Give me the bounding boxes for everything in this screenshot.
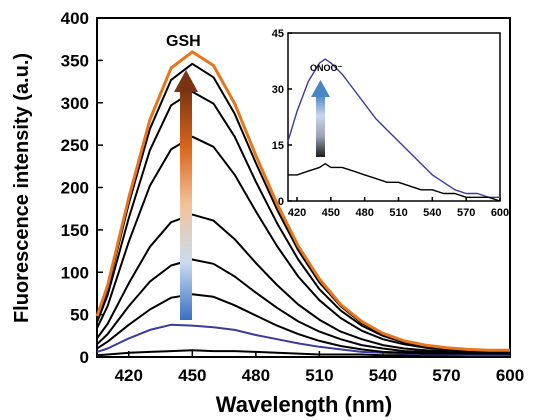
inset-series — [287, 58, 501, 202]
main-x-tick-label: 450 — [178, 366, 206, 385]
main-y-tick-label: 200 — [61, 179, 89, 198]
inset-ticks: 420 450 480 510 540 570 600 0 15 30 45 — [272, 28, 509, 219]
main-x-tick-label: 570 — [432, 366, 460, 385]
main-y-tick-label: 250 — [61, 136, 89, 155]
inset-series-line-0 — [287, 58, 500, 199]
main-x-tick-label: 420 — [115, 366, 143, 385]
main-x-tick-label: 510 — [305, 366, 333, 385]
main-ticks: 420 450 480 510 540 570 6000501001502002503003… — [61, 9, 525, 385]
onoo-arrow — [311, 80, 330, 157]
inset-series-line-1 — [288, 162, 501, 202]
inset-x-tick-label: 420 — [288, 207, 306, 219]
main-y-tick-label: 400 — [61, 9, 89, 28]
x-axis-label: Wavelength (nm) — [216, 392, 392, 417]
inset-y-tick-label: 0 — [278, 196, 284, 208]
inset-y-tick-label: 30 — [272, 84, 284, 96]
inset-chart: 420 450 480 510 540 570 600 0 15 30 45 ONOO⁻ — [272, 28, 509, 219]
main-x-tick-label: 540 — [369, 366, 397, 385]
inset-x-tick-label: 480 — [356, 207, 374, 219]
gsh-arrow — [174, 70, 198, 320]
main-series-line-8 — [95, 50, 510, 352]
main-series-line-2 — [96, 293, 510, 355]
main-y-tick-label: 100 — [61, 263, 89, 282]
main-y-tick-label: 350 — [61, 51, 89, 70]
main-y-tick-label: 0 — [80, 348, 89, 367]
main-series-line-4 — [96, 213, 510, 353]
main-y-tick-label: 300 — [61, 94, 89, 113]
gsh-annotation: GSH — [166, 33, 201, 50]
y-axis-label: Fluorescence intensity (a.u.) — [11, 53, 33, 323]
inset-x-tick-label: 450 — [322, 207, 340, 219]
inset-x-tick-label: 600 — [491, 207, 509, 219]
main-series-line-3 — [96, 258, 510, 354]
inset-y-tick-label: 15 — [272, 140, 284, 152]
inset-x-tick-label: 540 — [423, 207, 441, 219]
inset-y-tick-label: 45 — [272, 28, 284, 40]
main-y-tick-label: 150 — [61, 221, 89, 240]
main-y-tick-label: 50 — [70, 306, 89, 325]
inset-x-tick-label: 570 — [457, 207, 475, 219]
inset-x-tick-label: 510 — [389, 207, 407, 219]
main-x-tick-label: 480 — [242, 366, 270, 385]
main-x-tick-label: 600 — [496, 366, 524, 385]
inset-plot-frame — [287, 32, 501, 202]
main-series — [95, 50, 510, 357]
onoo-annotation: ONOO⁻ — [310, 63, 343, 73]
